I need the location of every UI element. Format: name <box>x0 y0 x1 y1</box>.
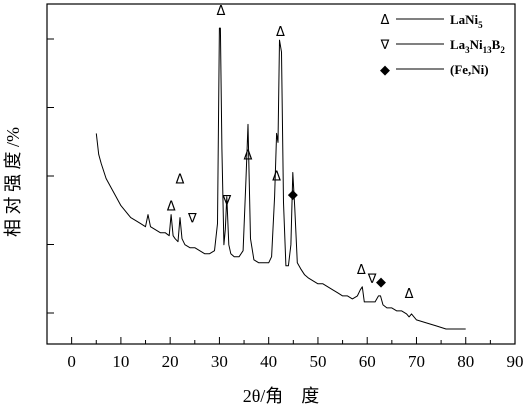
peak-marker: Δ <box>357 263 366 278</box>
peak-marker: ◆ <box>376 275 386 290</box>
x-tick-label: 70 <box>408 352 425 371</box>
legend-text-part: Ni <box>470 37 483 52</box>
x-tick-label: 30 <box>211 352 228 371</box>
legend-symbol: ◆ <box>380 63 390 78</box>
x-axis-title: 2θ/角 度 <box>243 386 320 406</box>
peak-marker: ∇ <box>367 272 377 287</box>
legend-subscript: 3 <box>465 45 470 55</box>
legend-subscript: 2 <box>500 45 505 55</box>
peak-marker: ∇ <box>187 212 197 227</box>
legend-subscript: 13 <box>483 45 493 55</box>
legend-label: La3Ni13B2 <box>450 37 505 55</box>
x-tick-label: 40 <box>260 352 277 371</box>
peak-marker: ◆ <box>288 188 298 203</box>
x-tick-label: 20 <box>162 352 179 371</box>
peak-marker: Δ <box>176 173 185 188</box>
y-axis <box>47 38 54 314</box>
legend-text-part: (Fe,Ni) <box>450 62 489 77</box>
peak-marker: Δ <box>244 148 253 163</box>
peak-markers: ΔΔ∇Δ∇ΔΔΔ◆Δ∇ ◆Δ <box>167 4 414 302</box>
y-axis-title-text: 相 对 强 度 /% <box>3 127 23 237</box>
legend-symbol: Δ <box>381 13 390 28</box>
peak-marker: Δ <box>272 170 281 185</box>
peak-marker: ∇ <box>221 194 231 209</box>
plot-frame <box>46 3 516 345</box>
plot-border <box>46 3 516 345</box>
legend-subscript: 5 <box>478 20 483 30</box>
x-tick-label: 60 <box>359 352 376 371</box>
legend-label: (Fe,Ni) <box>450 62 489 77</box>
legend-label: LaNi5 <box>450 12 483 30</box>
x-tick-label: 0 <box>67 352 76 371</box>
peak-marker: Δ <box>216 4 225 19</box>
peak-marker: Δ <box>276 25 285 40</box>
xrd-trace <box>95 27 466 330</box>
x-tick-label: 80 <box>457 352 474 371</box>
x-tick-label: 10 <box>112 352 129 371</box>
x-tick-label: 90 <box>507 352 524 371</box>
x-axis: 0 10 20 30 40 50 60 70 80 90 <box>67 337 524 371</box>
y-axis-title: 相 对 强 度 /% <box>3 127 23 237</box>
legend-text-part: LaNi <box>450 12 479 27</box>
x-tick-label: 50 <box>309 352 326 371</box>
legend-text-part: La <box>450 37 466 52</box>
legend-symbol: ∇ <box>380 38 390 53</box>
legend: Δ LaNi5∇ La3Ni13B2◆ (Fe,Ni) <box>380 12 506 78</box>
peak-marker: Δ <box>405 287 414 302</box>
peak-marker: Δ <box>167 200 176 215</box>
legend-text-part: B <box>492 37 501 52</box>
